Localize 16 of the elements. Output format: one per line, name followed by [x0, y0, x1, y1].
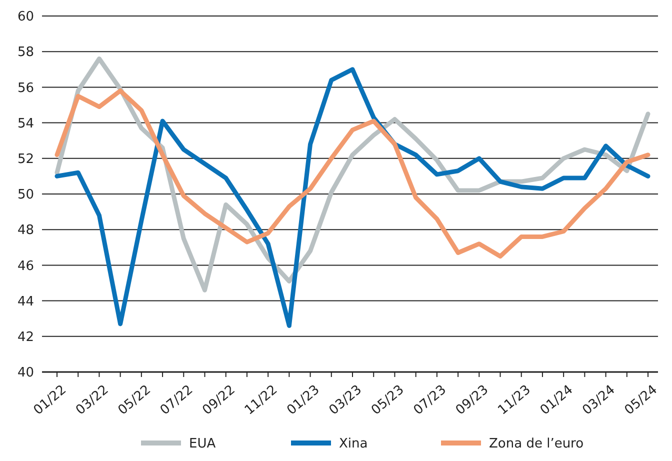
legend-label: EUA	[189, 436, 216, 452]
y-tick-label: 42	[17, 330, 34, 345]
y-tick-label: 46	[17, 258, 34, 274]
y-tick-label: 56	[17, 80, 34, 96]
y-tick-label: 52	[17, 152, 34, 167]
y-tick-label: 58	[17, 45, 34, 60]
y-tick-label: 48	[17, 223, 34, 238]
line-series	[54, 67, 650, 328]
legend-label: Xina	[339, 436, 368, 452]
y-tick-label: 40	[17, 366, 34, 381]
y-tick-label: 44	[17, 294, 34, 310]
y-tick-label: 60	[17, 10, 34, 25]
y-tick-label: 50	[17, 188, 34, 203]
y-tick-label: 54	[17, 116, 34, 132]
legend-label: Zona de l’euro	[489, 436, 584, 452]
line-series	[54, 88, 650, 259]
